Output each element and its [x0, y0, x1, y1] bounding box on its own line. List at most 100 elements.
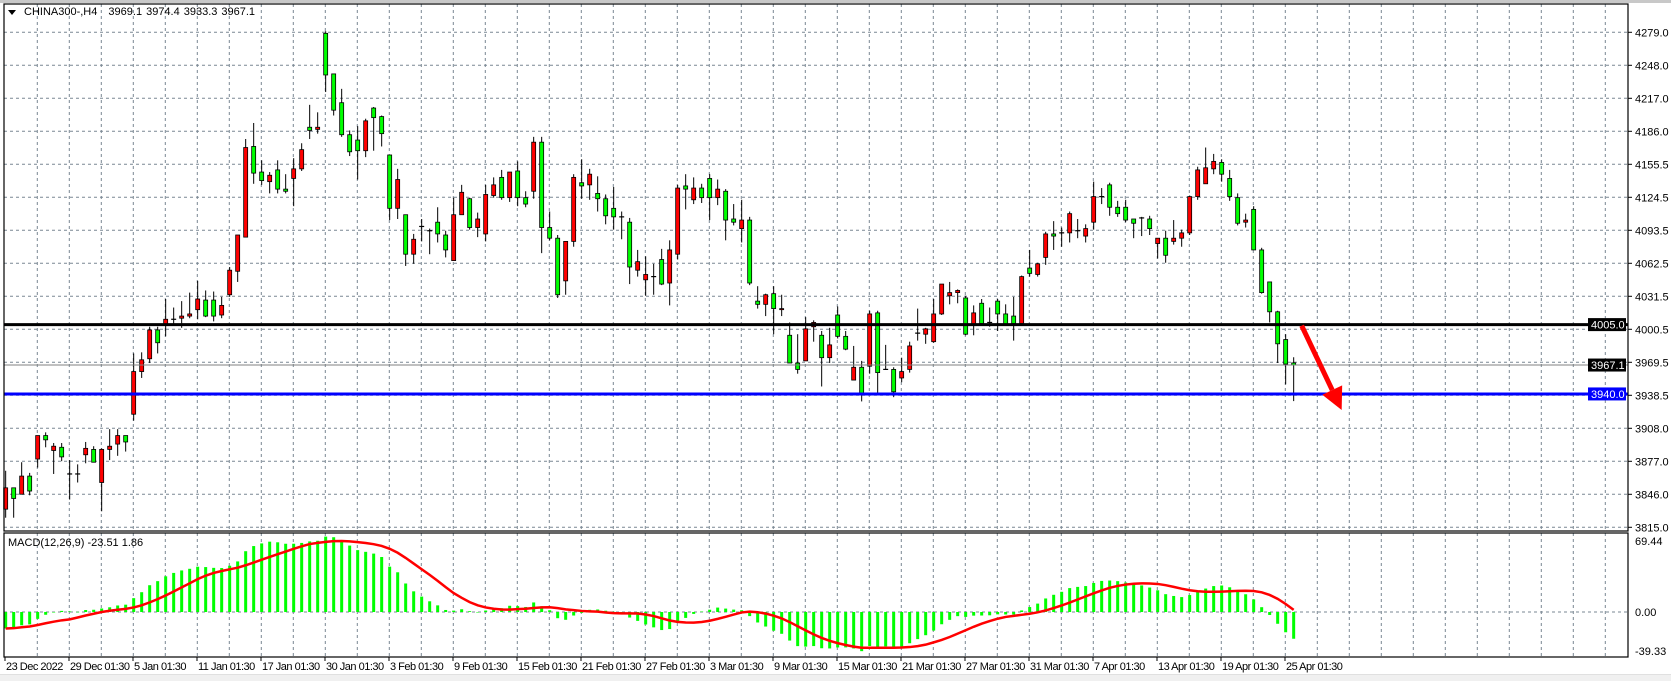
candle-body-bull — [1043, 233, 1049, 258]
candle-body-bear — [1267, 281, 1273, 313]
symbol-timeframe: CHINA300-,H4 — [24, 6, 98, 18]
candle-body-bull — [779, 308, 785, 311]
candle — [59, 443, 65, 462]
macd-histogram-bar — [732, 609, 736, 612]
macd-histogram-bar — [924, 612, 928, 636]
candle — [131, 353, 137, 421]
price-tick-label: 4217.0 — [1635, 93, 1669, 105]
candle — [635, 249, 641, 277]
candle-body-bull — [939, 283, 945, 315]
candle-body-bear — [1011, 315, 1017, 324]
candle — [187, 292, 193, 319]
candle — [1235, 193, 1241, 226]
candle-body-bull — [147, 329, 153, 360]
candle — [227, 266, 233, 297]
candle-body-bear — [499, 176, 505, 199]
candle — [35, 435, 41, 468]
candle — [27, 472, 33, 496]
macd-axis-label: 69.44 — [1635, 536, 1663, 548]
candle-body-bear — [1163, 237, 1169, 256]
candle — [459, 184, 465, 216]
time-tick-label: 15 Feb 01:30 — [518, 661, 577, 673]
candle-body-bull — [1155, 237, 1161, 244]
candle-body-bear — [595, 192, 601, 200]
candle — [1091, 181, 1097, 230]
time-axis[interactable]: 23 Dec 2022 29 Dec 01:30 5 Jan 01:30 11 Jan… — [4, 657, 1343, 673]
candle — [667, 240, 673, 306]
price-tick-label: 3877.0 — [1635, 456, 1669, 468]
candle — [691, 177, 697, 205]
candle — [523, 191, 529, 208]
candle-body-bear — [251, 146, 257, 174]
candle-body-bear — [1275, 311, 1281, 345]
macd-histogram-bar — [1028, 607, 1032, 612]
candle — [1211, 153, 1217, 175]
macd-histogram-bar — [940, 612, 944, 625]
candle — [611, 186, 617, 230]
macd-histogram-bar — [996, 612, 1000, 615]
bid-price-label: 3967.1 — [1591, 360, 1625, 372]
macd-histogram-bar — [876, 612, 880, 647]
candle-body-bear — [1027, 267, 1033, 274]
candle — [115, 429, 121, 456]
candle-body-bear — [203, 299, 209, 317]
ohlc-open: 3969.1 — [108, 6, 143, 18]
macd-histogram-bar — [4, 612, 8, 629]
candle-body-bull — [267, 174, 273, 183]
arrow-head-icon[interactable] — [1322, 385, 1343, 410]
candle-body-bear — [859, 366, 865, 395]
candle-body-bear — [403, 214, 409, 255]
candle-body-bear — [211, 299, 217, 317]
dropdown-triangle-icon[interactable] — [8, 9, 16, 15]
macd-axis-label: -39.33 — [1635, 646, 1666, 658]
candle — [355, 126, 361, 180]
candle-body-bull — [35, 435, 41, 460]
macd-histogram-bar — [1292, 612, 1296, 639]
candle — [771, 286, 777, 335]
macd-histogram-bar — [460, 609, 464, 612]
candle — [363, 118, 369, 158]
price-tick-label: 4031.5 — [1635, 291, 1669, 303]
macd-histogram-bar — [452, 610, 456, 612]
price-axis[interactable]: 4279.0 4248.0 4217.0 4186.0 4155.5 4124.5 4093… — [1628, 27, 1669, 658]
candle — [331, 73, 337, 116]
candle — [1075, 218, 1081, 239]
time-tick-label: 31 Mar 01:30 — [1030, 661, 1089, 673]
candle-body-bull — [1195, 169, 1201, 197]
macd-histogram-bar — [540, 606, 544, 612]
arrow-shaft[interactable] — [1299, 324, 1335, 392]
candle — [379, 115, 385, 147]
candle — [507, 171, 513, 202]
annotation-arrow[interactable] — [1299, 324, 1343, 410]
macd-histogram-bar — [484, 610, 488, 612]
macd-histogram-bar — [972, 612, 976, 616]
time-tick-label: 17 Jan 01:30 — [262, 661, 320, 673]
level-lines[interactable] — [4, 323, 1628, 396]
candle — [595, 176, 601, 212]
candle-body-bull — [971, 312, 977, 326]
candle-body-bear — [347, 134, 353, 153]
macd-histogram-bar — [964, 612, 968, 617]
macd-histogram-bar — [28, 612, 32, 625]
ohlc-close: 3967.1 — [221, 6, 256, 18]
macd-histogram-bar — [372, 553, 376, 612]
candle — [1155, 237, 1161, 259]
candle-body-bear — [379, 116, 385, 135]
candle-body-bear — [683, 185, 689, 190]
macd-histogram-bar — [916, 612, 920, 640]
level-label-4005-bg — [1588, 318, 1626, 332]
candle — [643, 256, 649, 296]
candle-body-bull — [803, 328, 809, 362]
macd-histogram-bar — [428, 601, 432, 612]
candle — [427, 228, 433, 255]
candle-body-bull — [667, 249, 673, 284]
macd-histogram-bar — [60, 610, 64, 612]
candle-body-bull — [83, 447, 89, 456]
candle — [1083, 224, 1089, 243]
candle — [1115, 200, 1121, 217]
macd-histogram-bar — [1164, 594, 1168, 612]
candle — [835, 306, 841, 339]
candle-body-bull — [715, 188, 721, 199]
macd-histogram-bar — [652, 612, 656, 628]
